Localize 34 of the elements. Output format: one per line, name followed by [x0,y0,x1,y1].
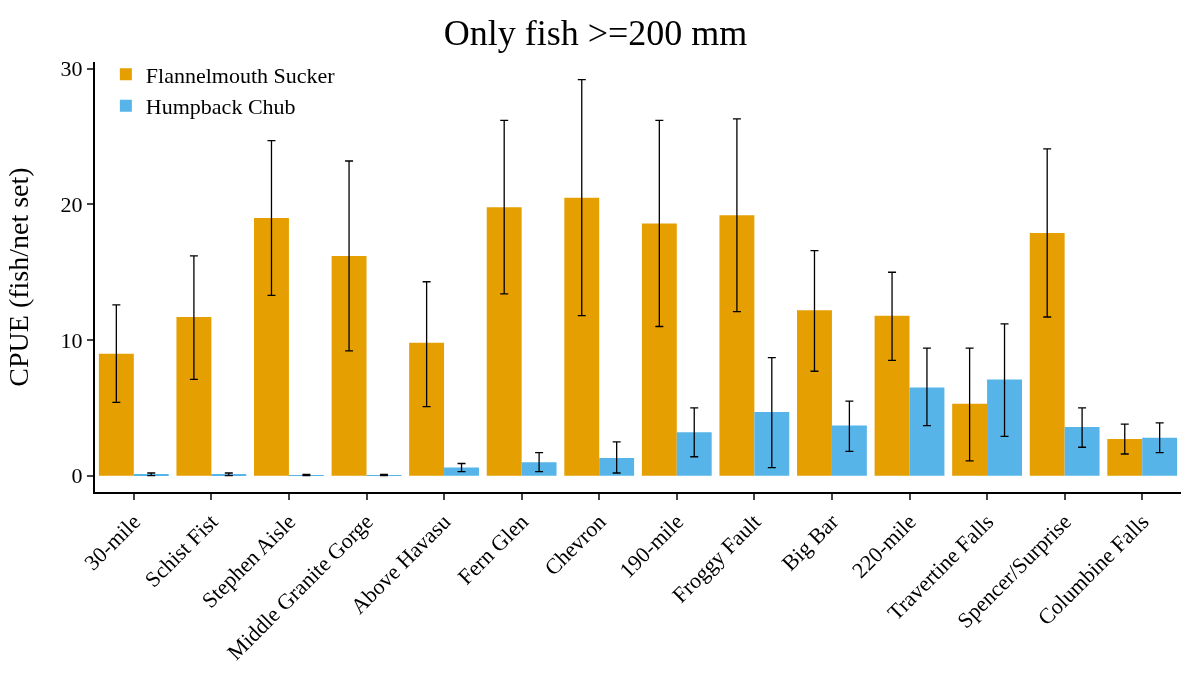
x-tick-label: Fern Glen [452,509,533,590]
bar [641,223,677,476]
y-tick-label: 10 [60,327,83,353]
bar [176,317,212,476]
x-tick-label: Big Bar [776,508,844,576]
bar [486,207,522,476]
bar [98,353,134,476]
bar [599,458,635,476]
bar [1064,426,1100,476]
bar [831,425,867,476]
bar [1142,437,1178,476]
y-tick-label: 20 [60,192,83,218]
bar [952,403,988,476]
chart-title: Only fish >=200 mm [443,13,748,54]
bar [797,310,832,476]
bar [409,342,445,476]
bar [909,387,945,476]
bar [719,215,755,476]
bar [676,432,712,476]
bar [444,467,479,476]
bar [987,379,1022,476]
bar [1107,439,1143,476]
bar [754,411,790,476]
legend-label: Flannelmouth Sucker [145,62,336,88]
bar [254,217,289,476]
bar [1029,232,1065,476]
bar [874,315,910,476]
bar [331,255,367,476]
legend-label: Humpback Chub [145,94,296,120]
bar [521,462,557,476]
y-tick-label: 0 [71,463,83,489]
y-tick-label: 30 [60,56,83,82]
y-axis-title: CPUE (fish/net set) [3,167,34,387]
bar [564,197,600,476]
